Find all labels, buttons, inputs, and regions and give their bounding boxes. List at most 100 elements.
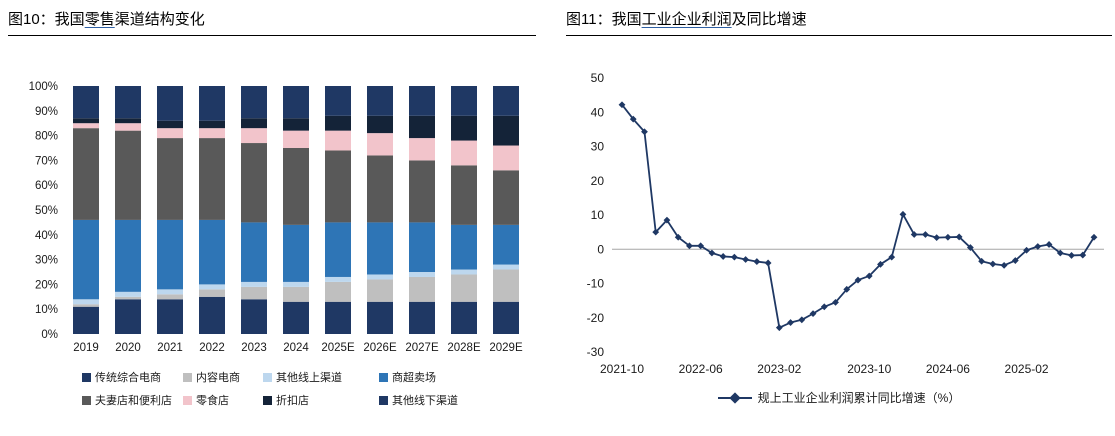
data-point-marker [730, 253, 738, 261]
legend-swatch [263, 372, 272, 382]
data-point-marker [753, 258, 761, 265]
bar-segment [199, 128, 225, 139]
bar-segment [115, 130, 141, 220]
bar-segment [409, 222, 435, 272]
bar-segment [367, 301, 393, 334]
bar-segment [157, 86, 183, 121]
data-point-marker [652, 228, 660, 236]
axis-label: 0% [41, 329, 58, 341]
figure11-title-prefix: 图11：我国 [566, 11, 642, 28]
data-point-marker [832, 298, 839, 306]
bar-segment [199, 284, 225, 290]
industrial-profit-line-chart: 50 40 30 20 10 0 -10 -20 -30 2021-10 2022-06 2023-0… [566, 36, 1112, 385]
bar-segment [73, 219, 99, 300]
legend-swatch [379, 372, 388, 382]
data-point-marker [1011, 257, 1019, 264]
bar-segment [493, 145, 519, 171]
axis-label: 80% [35, 131, 58, 143]
bar-segment [199, 138, 225, 220]
bar-segment [367, 222, 393, 275]
legend-label: 其他线下渠道 [392, 395, 458, 407]
axis-label: 100% [29, 81, 58, 93]
legend-label: 内容电商 [196, 372, 240, 384]
bar-segment [409, 138, 435, 161]
data-point-marker [989, 260, 997, 268]
data-point-marker [1000, 261, 1008, 269]
bar-segment [367, 115, 393, 134]
data-point-marker [787, 319, 794, 326]
axis-label: -10 [587, 277, 605, 291]
bar-segment [283, 281, 309, 287]
axis-label: 60% [35, 180, 58, 192]
axis-label: 20% [35, 279, 58, 291]
bar-segment [451, 115, 477, 141]
legend-label: 折扣店 [276, 395, 309, 407]
bar-segment [409, 276, 435, 302]
figure10-title-suffix: 渠道结构变化 [114, 11, 205, 28]
bar-segment [451, 301, 477, 334]
bar-segment [199, 86, 225, 121]
bar-segment [409, 301, 435, 334]
figure10-title-rule [8, 35, 536, 36]
figure11-title: 图11：我国工业企业利润及同比增速 [566, 8, 1112, 32]
axis-label: 10 [591, 208, 605, 222]
bar-segment [241, 281, 267, 287]
figure11-panel: 图11：我国工业企业利润及同比增速 50 40 30 20 10 0 -10 -20 -30 20… [566, 8, 1112, 406]
bar-segment [493, 264, 519, 270]
axis-label: 2023-02 [757, 362, 801, 376]
bar-segment [283, 224, 309, 282]
axis-label: 2028E [447, 342, 481, 354]
bar-segment [493, 224, 519, 265]
data-point-marker [775, 324, 783, 332]
bar-segment [409, 86, 435, 116]
line-diamond-marker [717, 391, 752, 404]
data-point-marker [1090, 233, 1098, 241]
legend-item: 传统综合电商 [82, 369, 183, 385]
legend-label: 其他线上渠道 [276, 372, 342, 384]
bar-segment [451, 165, 477, 225]
bar-segment [199, 289, 225, 297]
bar-segment [115, 299, 141, 334]
legend-swatch [82, 372, 91, 382]
bar-segment [451, 274, 477, 302]
figure11-legend-label: 规上工业企业利润累计同比增速（%） [757, 391, 961, 405]
data-point-marker [933, 234, 941, 242]
bar-segment [325, 301, 351, 334]
figure11-title-rule [566, 35, 1112, 36]
stacked-bar-chart-svg: 0% 10% 20% 30% 40% 50% 60% 70% 80% 90% 100% 2019 202… [29, 81, 523, 354]
data-point-marker [922, 231, 929, 238]
axis-label: 2022 [199, 342, 225, 354]
bar-segment [367, 155, 393, 223]
bar-segment [325, 86, 351, 116]
data-point-marker [865, 272, 873, 280]
axis-label: 2022-06 [679, 362, 723, 376]
bar-segment [199, 296, 225, 334]
data-point-marker [978, 257, 986, 265]
axis-label: 30% [35, 255, 58, 267]
bar-segment [451, 140, 477, 166]
legend-item: 其他线上渠道 [263, 369, 379, 385]
bar-segment [241, 118, 267, 129]
axis-label: 40% [35, 230, 58, 242]
bar-segment [283, 118, 309, 131]
bar-segment [73, 123, 99, 129]
data-point-marker [686, 242, 693, 250]
figure11-legend: 规上工业企业利润累计同比增速（%） [566, 389, 1112, 406]
bar-segment [157, 299, 183, 334]
figure10-title-prefix: 图10：我国 [8, 11, 85, 28]
axis-label: 90% [35, 106, 58, 118]
bar-segment [283, 130, 309, 148]
axis-label: -20 [587, 311, 605, 325]
legend-swatch [263, 395, 272, 405]
bar-segment [241, 286, 267, 300]
retail-structure-stacked-bar-chart: 0% 10% 20% 30% 40% 50% 60% 70% 80% 90% 100% 2019 202… [8, 36, 536, 363]
bar-segment [367, 86, 393, 116]
legend-swatch [82, 395, 91, 405]
figure11-title-suffix: 及同比增速 [731, 11, 807, 28]
data-point-marker [719, 253, 727, 260]
bar-segment [493, 269, 519, 302]
bar-segment [451, 224, 477, 270]
axis-label: 30 [591, 140, 605, 154]
legend-label: 商超卖场 [392, 372, 436, 384]
axis-label: 20 [591, 174, 605, 188]
